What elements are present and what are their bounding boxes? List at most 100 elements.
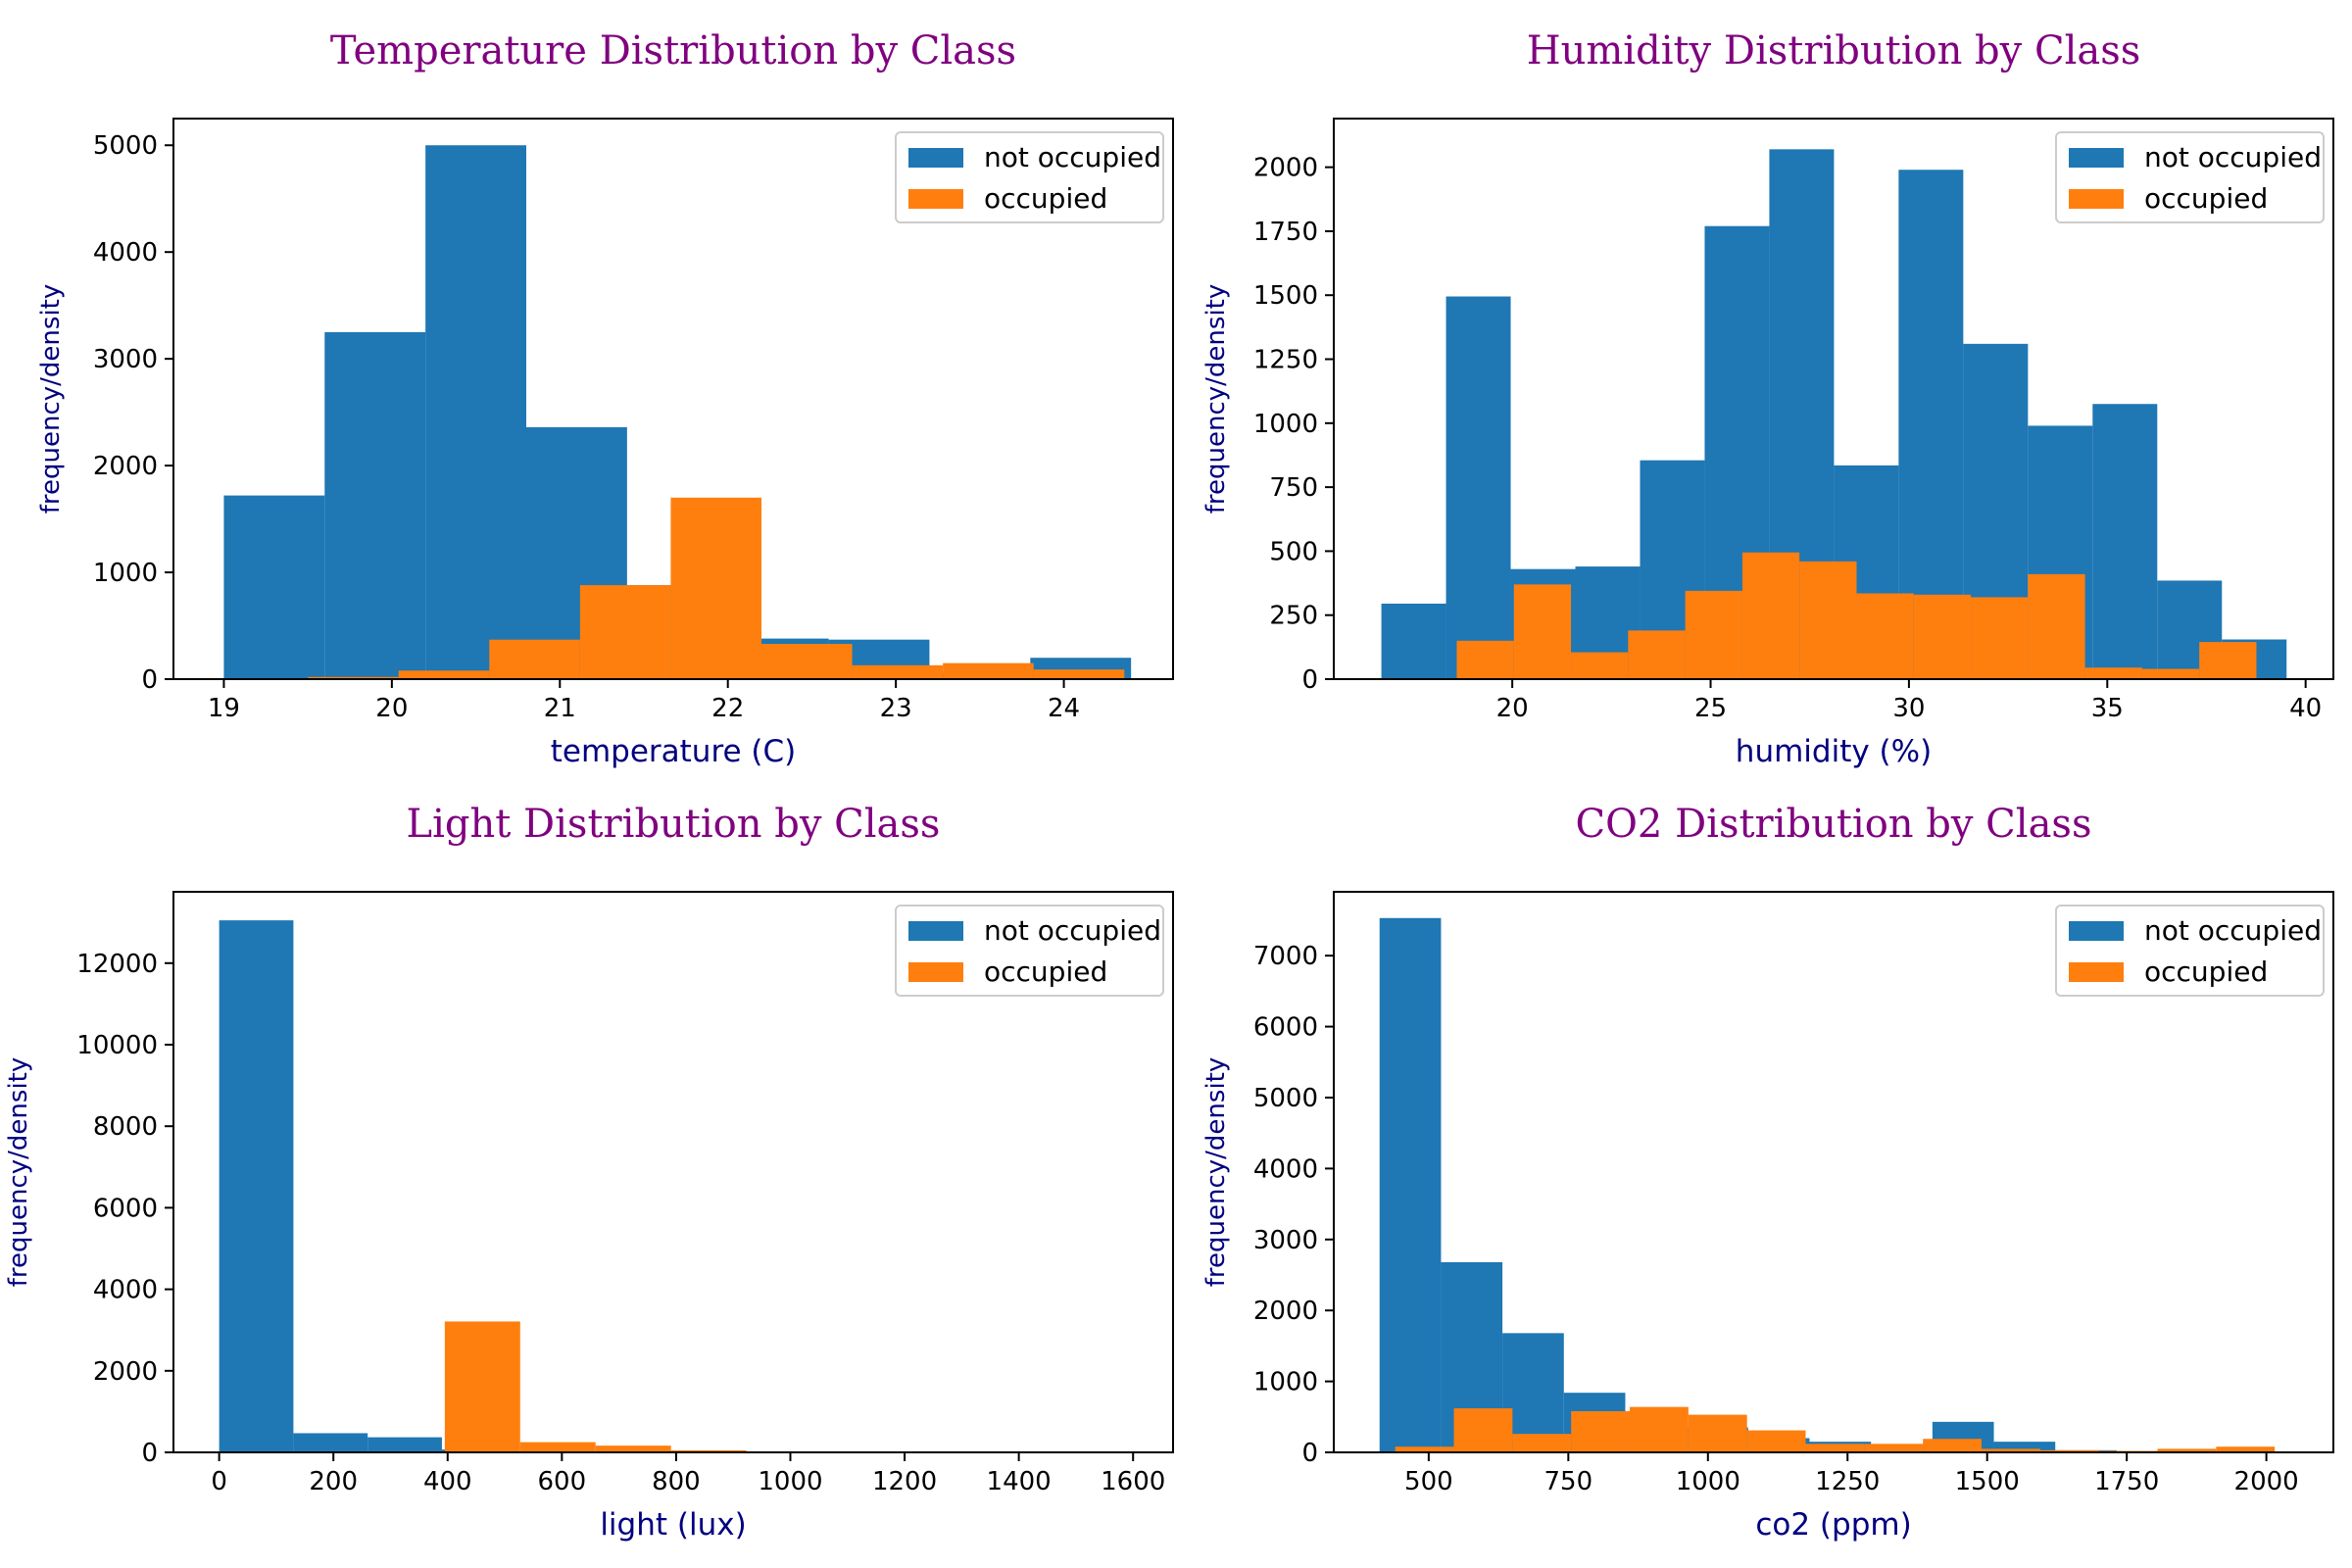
y-tick-label: 750 [1269, 473, 1318, 503]
legend-label: not occupied [2144, 914, 2322, 947]
histogram-bar-occupied [2216, 1446, 2276, 1452]
histogram-bar-occupied [2028, 573, 2085, 679]
y-tick-label: 8000 [93, 1112, 158, 1142]
histogram-bar-occupied [1456, 640, 1514, 679]
legend-swatch-not-occupied [908, 148, 963, 168]
x-axis-label: humidity (%) [1736, 734, 1932, 769]
x-tick-label: 20 [1496, 694, 1529, 723]
x-tick-label: 40 [2289, 694, 2322, 723]
legend-label: occupied [2144, 956, 2268, 988]
x-tick-label: 1250 [1815, 1467, 1880, 1496]
histogram-bar-occupied [1628, 630, 1686, 679]
histogram-bar-occupied [1571, 1411, 1631, 1452]
x-tick-label: 500 [1404, 1467, 1453, 1496]
histogram-bar-not-occupied [219, 920, 294, 1452]
legend-swatch-not-occupied [908, 921, 963, 941]
histogram-bar-occupied [1513, 584, 1572, 679]
x-tick-label: 1000 [1676, 1467, 1740, 1496]
axes-frame [172, 118, 1174, 680]
histogram-bar-occupied [519, 1442, 596, 1452]
histogram-bar-occupied [1512, 1434, 1572, 1452]
y-tick-label: 0 [141, 1439, 158, 1468]
histogram-bar-occupied [1805, 1444, 1865, 1452]
histogram-bar-not-occupied [1379, 917, 1442, 1452]
histogram-bar-occupied [1982, 1448, 2040, 1452]
y-tick-label: 1000 [93, 559, 158, 588]
legend-label: occupied [984, 182, 1107, 215]
histogram-bar-not-occupied [368, 1437, 442, 1452]
y-tick-label: 2000 [93, 452, 158, 481]
legend-label: occupied [984, 956, 1107, 988]
x-tick-label: 1400 [987, 1467, 1052, 1496]
histogram-bar-occupied [595, 1446, 671, 1452]
legend-swatch-occupied [2069, 962, 2124, 982]
histogram-bar-not-occupied [1446, 296, 1511, 679]
chart-panel-3: Light Distribution by Class 0 200 400 600 800… [4, 802, 1174, 1543]
y-tick-label: 7000 [1253, 942, 1318, 971]
y-tick-label: 1000 [1253, 410, 1318, 439]
legend-label: occupied [2144, 182, 2268, 215]
histogram-bar-occupied [670, 1449, 747, 1452]
histogram-bar-occupied [852, 664, 944, 679]
chart-title: Light Distribution by Class [407, 802, 941, 847]
histogram-bar-occupied [1453, 1408, 1513, 1452]
histogram-bar-occupied [1571, 652, 1629, 679]
x-tick-label: 19 [208, 694, 240, 723]
y-axis-label: frequency/density [4, 1057, 33, 1288]
x-tick-label: 600 [538, 1467, 587, 1496]
x-axis-label: temperature (C) [551, 734, 797, 769]
y-tick-label: 6000 [93, 1194, 158, 1223]
histogram-bar-occupied [1971, 597, 2029, 679]
histogram-bar-occupied [1741, 552, 1800, 679]
y-tick-label: 0 [1301, 1439, 1318, 1468]
histogram-bar-occupied [2199, 642, 2257, 679]
chart-panel-1: Temperature Distribution by Class 19 20 21 2… [36, 28, 1174, 769]
legend-swatch-not-occupied [2069, 921, 2124, 941]
x-axis-label: light (lux) [600, 1507, 746, 1543]
legend-label: not occupied [984, 141, 1161, 173]
y-tick-label: 2000 [1253, 154, 1318, 183]
y-tick-label: 4000 [93, 238, 158, 268]
y-tick-label: 250 [1269, 602, 1318, 631]
x-tick-label: 35 [2091, 694, 2124, 723]
histogram-bar-occupied [398, 670, 490, 679]
x-tick-label: 400 [423, 1467, 472, 1496]
legend: not occupied occupied [895, 131, 1164, 223]
legend-swatch-occupied [908, 962, 963, 982]
histogram-bar-occupied [943, 662, 1034, 679]
y-tick-label: 10000 [76, 1031, 158, 1060]
histogram-bar-not-occupied [293, 1433, 368, 1452]
histogram-bar-occupied [1630, 1406, 1689, 1452]
histogram-bar-occupied [1688, 1414, 1747, 1452]
chart-title: CO2 Distribution by Class [1576, 802, 2092, 847]
legend-swatch-not-occupied [2069, 148, 2124, 168]
x-tick-label: 0 [211, 1467, 227, 1496]
histogram-bar-occupied [2141, 668, 2200, 679]
histogram-bar-not-occupied [1502, 1333, 1564, 1452]
axes-frame [1333, 118, 2334, 680]
histogram-bar-not-occupied [425, 145, 526, 679]
chart-panel-2: Humidity Distribution by Class 20 25 30 35 40… [1201, 28, 2334, 769]
legend: not occupied occupied [895, 905, 1164, 997]
y-tick-label: 4000 [1253, 1154, 1318, 1184]
y-tick-label: 6000 [1253, 1013, 1318, 1043]
y-tick-label: 2000 [93, 1357, 158, 1387]
axes-frame [1333, 891, 2334, 1453]
histogram-bar-not-occupied [1993, 1442, 2056, 1452]
histogram-bar-occupied [761, 644, 853, 679]
x-tick-label: 1500 [1955, 1467, 2020, 1496]
y-tick-label: 3000 [93, 345, 158, 374]
chart-title: Temperature Distribution by Class [330, 28, 1016, 74]
histogram-bar-occupied [1685, 590, 1742, 679]
x-tick-label: 30 [1892, 694, 1925, 723]
histogram-bar-occupied [1746, 1430, 1806, 1452]
legend-label: not occupied [984, 914, 1161, 947]
chart-title: Humidity Distribution by Class [1527, 28, 2141, 74]
x-tick-label: 23 [880, 694, 912, 723]
y-tick-label: 1750 [1253, 218, 1318, 247]
legend: not occupied occupied [2055, 131, 2325, 223]
y-tick-label: 3000 [1253, 1226, 1318, 1255]
y-tick-label: 1000 [1253, 1368, 1318, 1397]
histogram-bar-occupied [2039, 1449, 2099, 1452]
